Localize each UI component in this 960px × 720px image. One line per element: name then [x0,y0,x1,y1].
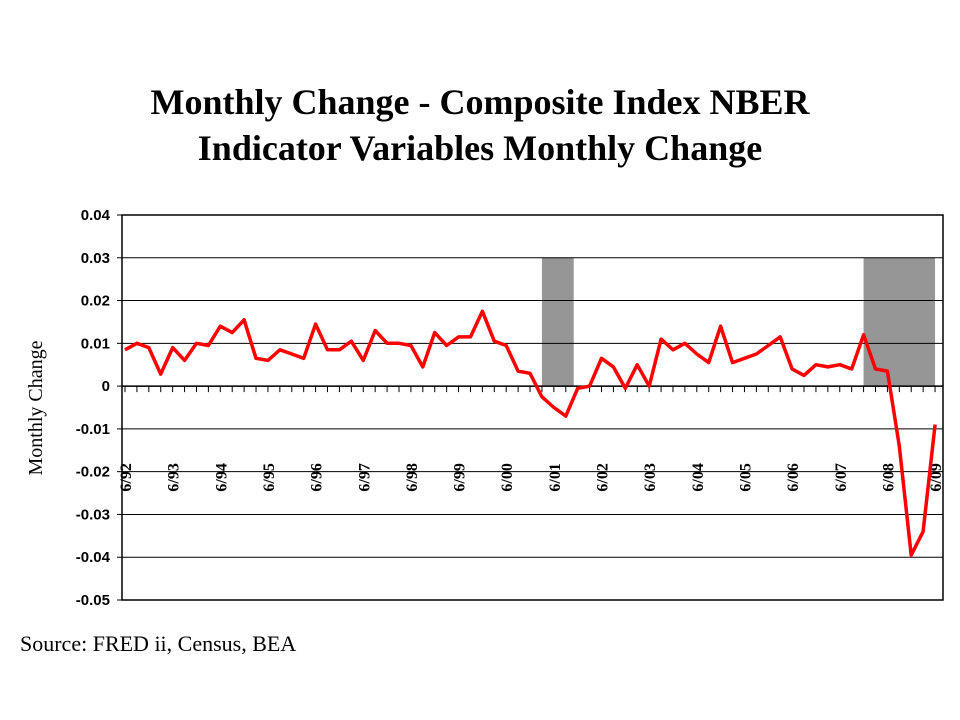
x-tick-label: 6/09 [928,463,945,491]
x-tick-label: 6/04 [690,463,707,491]
x-tick-label: 6/93 [166,463,183,491]
y-tick-label: 0.04 [81,207,111,224]
chart-title-line-1: Monthly Change - Composite Index NBER [150,82,810,122]
x-tick-label: 6/99 [452,463,469,491]
y-tick-label: 0.02 [81,293,110,310]
y-tick-label: 0 [102,378,110,395]
x-tick-label: 6/96 [309,463,326,491]
x-tick-label: 6/06 [785,463,802,491]
recession-shade-0 [541,257,574,387]
x-tick-label: 6/00 [499,463,516,491]
plot-area [121,214,944,601]
x-tick-label: 6/01 [547,463,564,491]
x-tick-label: 6/03 [642,463,659,491]
chart-title-line-2: Indicator Variables Monthly Change [197,128,763,168]
x-tick-label: 6/98 [404,463,421,491]
series-line [124,309,937,557]
x-tick-label: 6/97 [356,463,373,491]
x-tick-label: 6/92 [118,463,135,491]
y-tick-label: -0.04 [76,549,111,566]
y-tick-label: -0.02 [76,464,110,481]
source-note: Source: FRED ii, Census, BEA [20,631,297,656]
y-tick-label: 0.01 [81,335,110,352]
x-tick-label: 6/95 [261,463,278,491]
x-tick-label: 6/02 [595,463,612,491]
y-tick-label: 0.03 [81,250,110,267]
y-tick-label: -0.03 [76,506,110,523]
y-axis-label: Monthly Change [25,340,47,475]
y-tick-label: -0.01 [76,421,110,438]
x-tick-label: 6/05 [737,463,754,491]
x-tick-label: 6/07 [833,463,850,491]
y-tick-label: -0.05 [76,592,110,609]
x-tick-label: 6/08 [880,463,897,491]
x-tick-label: 6/94 [213,463,230,491]
